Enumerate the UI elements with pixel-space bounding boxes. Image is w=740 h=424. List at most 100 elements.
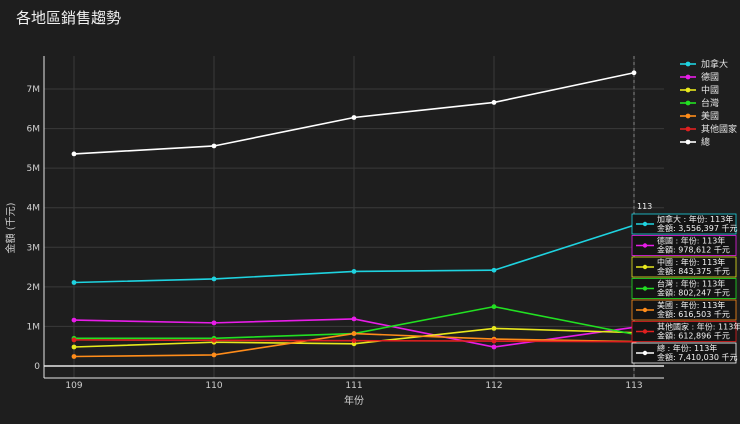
data-point	[211, 320, 217, 326]
data-point	[71, 151, 77, 157]
legend-item: 加拿大	[680, 58, 728, 70]
legend-item: 中國	[680, 84, 719, 96]
data-point	[491, 344, 497, 350]
tooltip-box	[631, 299, 737, 321]
tooltip-line2: 金額: 7,410,030 千元	[657, 352, 738, 362]
x-tick-label: 110	[205, 381, 222, 391]
tooltip-line2: 金額: 612,896 千元	[657, 331, 730, 341]
series-6	[71, 70, 637, 157]
legend-swatch-marker	[685, 100, 691, 106]
y-tick-label: 4M	[27, 204, 41, 214]
data-point	[351, 269, 357, 274]
x-tick-label: 111	[345, 381, 362, 391]
tooltip-swatch-marker	[642, 221, 648, 227]
data-point	[491, 304, 497, 310]
tooltip-line2: 金額: 843,375 千元	[657, 266, 730, 276]
data-point	[351, 338, 357, 344]
data-point	[71, 344, 77, 350]
x-tick-label: 112	[485, 381, 502, 391]
tooltip-line1: 加拿大 : 年份: 113年	[657, 214, 733, 224]
y-tick-label: 1M	[27, 322, 41, 332]
data-point	[351, 331, 357, 336]
legend-label: 其他國家	[701, 123, 737, 135]
tooltip-box	[631, 321, 737, 342]
y-tick-label: 6M	[27, 125, 41, 135]
data-point	[491, 267, 497, 273]
tooltip-box	[631, 213, 737, 235]
legend-swatch-marker	[685, 61, 691, 67]
data-point	[491, 338, 497, 344]
data-point	[211, 276, 217, 282]
data-point	[351, 115, 357, 120]
tooltip-box	[631, 342, 737, 364]
y-tick-label: 0	[34, 362, 40, 372]
legend-label: 德國	[701, 71, 719, 83]
tooltip-line2: 金額: 616,503 千元	[657, 309, 730, 319]
x-axis-label: 年份	[344, 394, 364, 407]
series-0	[71, 222, 637, 285]
legend-swatch-marker	[685, 113, 691, 119]
tooltip-swatch-marker	[642, 243, 648, 248]
tooltip-line2: 金額: 978,612 千元	[657, 245, 730, 255]
x-tick-label: 109	[65, 381, 82, 391]
data-point	[211, 352, 217, 358]
tooltip-swatch-marker	[642, 264, 648, 270]
data-point	[71, 280, 77, 285]
data-point	[351, 316, 357, 322]
tooltip-header: 113	[637, 202, 652, 211]
x-tick-label: 113	[625, 381, 642, 391]
legend-swatch-marker	[685, 74, 691, 80]
legend-item: 台灣	[680, 97, 719, 109]
legend-swatch-marker	[685, 126, 691, 132]
tooltip-swatch-marker	[642, 307, 648, 313]
y-tick-label: 2M	[27, 283, 41, 293]
data-point	[71, 317, 77, 323]
tooltip-line1: 其他國家 : 年份: 113年	[657, 322, 740, 332]
legend-swatch-marker	[685, 87, 691, 93]
tooltip-swatch-marker	[642, 329, 648, 334]
chart-title: 各地區銷售趨勢	[16, 9, 121, 27]
legend-label: 中國	[701, 84, 719, 96]
tooltip-swatch-marker	[642, 286, 648, 291]
data-point	[631, 70, 637, 76]
tooltip-swatch-marker	[642, 350, 648, 356]
legend-swatch-marker	[685, 139, 691, 145]
y-tick-label: 7M	[27, 85, 41, 95]
tooltip-box	[631, 278, 737, 299]
legend-label: 美國	[701, 110, 719, 122]
tooltip-box	[631, 235, 737, 256]
legend-label: 加拿大	[701, 58, 728, 70]
tooltip-line1: 美國 : 年份: 113年	[657, 300, 725, 310]
tooltip-line1: 德國 : 年份: 113年	[657, 236, 725, 246]
data-point	[71, 337, 77, 343]
tooltip-line1: 總 : 年份: 113年	[657, 343, 717, 353]
data-point	[211, 337, 217, 343]
data-point	[491, 326, 497, 331]
data-point	[71, 354, 77, 359]
legend-item: 美國	[680, 110, 719, 122]
axes: 109 110 111 112 113 0 1M 2M 3M 4M 5M 6M 7M	[27, 56, 664, 391]
legend-item: 其他國家	[680, 123, 737, 135]
tooltip-box	[631, 256, 737, 278]
y-axis-label: 金額 (千元)	[4, 202, 17, 253]
data-point	[211, 143, 217, 149]
y-tick-label: 5M	[27, 164, 41, 174]
legend-label: 台灣	[701, 97, 719, 109]
legend-label: 總	[701, 136, 710, 148]
data-point	[491, 100, 497, 105]
grid-lines	[44, 56, 664, 378]
tooltip-line1: 台灣 : 年份: 113年	[657, 279, 725, 289]
tooltip-line1: 中國 : 年份: 113年	[657, 257, 725, 267]
y-tick-label: 3M	[27, 243, 41, 253]
legend-item: 德國	[680, 71, 719, 83]
